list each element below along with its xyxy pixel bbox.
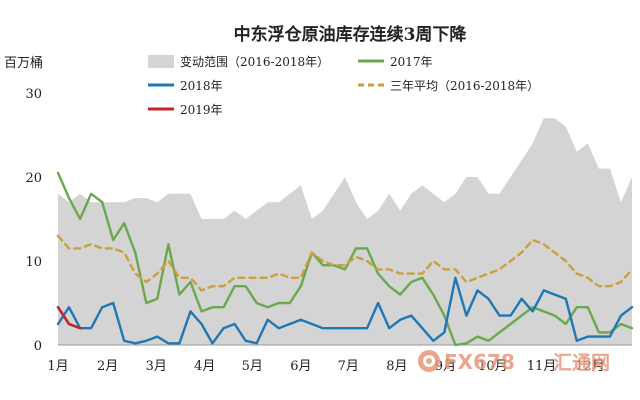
x-tick-label: 7月: [338, 359, 359, 374]
x-tick-label: 8月: [386, 359, 407, 374]
chart-title: 中东浮仓原油库存连续3周下降: [234, 24, 468, 45]
legend: 变动范围（2016-2018年） 2017年 2018年 三年平均（2016-2…: [148, 54, 539, 117]
x-tick-label: 12月: [575, 359, 605, 374]
legend-label-avg: 三年平均（2016-2018年）: [390, 79, 539, 93]
x-tick-label: 5月: [242, 359, 263, 374]
legend-label-2018: 2018年: [180, 79, 223, 93]
series-line-1: [56, 234, 634, 292]
series-line-0: [56, 171, 634, 347]
x-tick-label: 2月: [97, 359, 118, 374]
y-tick-label: 0: [34, 339, 42, 354]
series-line-2: [56, 276, 634, 345]
legend-label-band: 变动范围（2016-2018年）: [180, 54, 329, 69]
x-tick-label: 6月: [290, 359, 311, 374]
x-tick-label: 11月: [527, 359, 557, 374]
legend-label-2017: 2017年: [390, 55, 433, 69]
watermark-brand-cn: 汇通网: [553, 352, 610, 374]
watermark: FX678 汇通网: [418, 350, 610, 374]
x-tick-label: 3月: [146, 359, 167, 374]
legend-label-2019: 2019年: [180, 103, 223, 117]
plot-area: 0 10 20 30 1月 2月 3月 4月 5月 6月 7月 8月 9月 10月 11月 12月: [25, 87, 634, 374]
y-axis-label: 百万桶: [4, 56, 43, 71]
series-line-3: [56, 305, 82, 330]
x-tick-label: 9月: [435, 359, 456, 374]
y-tick-label: 30: [25, 87, 42, 102]
y-tick-label: 20: [25, 171, 42, 186]
legend-swatch-band: [148, 55, 174, 68]
watermark-brand-latin: FX678: [444, 350, 515, 374]
x-tick-label: 1月: [47, 359, 68, 374]
x-tick-label: 10月: [478, 359, 508, 374]
watermark-logo-icon: [418, 350, 440, 372]
range-band: [58, 118, 632, 345]
y-tick-label: 10: [25, 255, 42, 270]
x-tick-label: 4月: [194, 359, 215, 374]
